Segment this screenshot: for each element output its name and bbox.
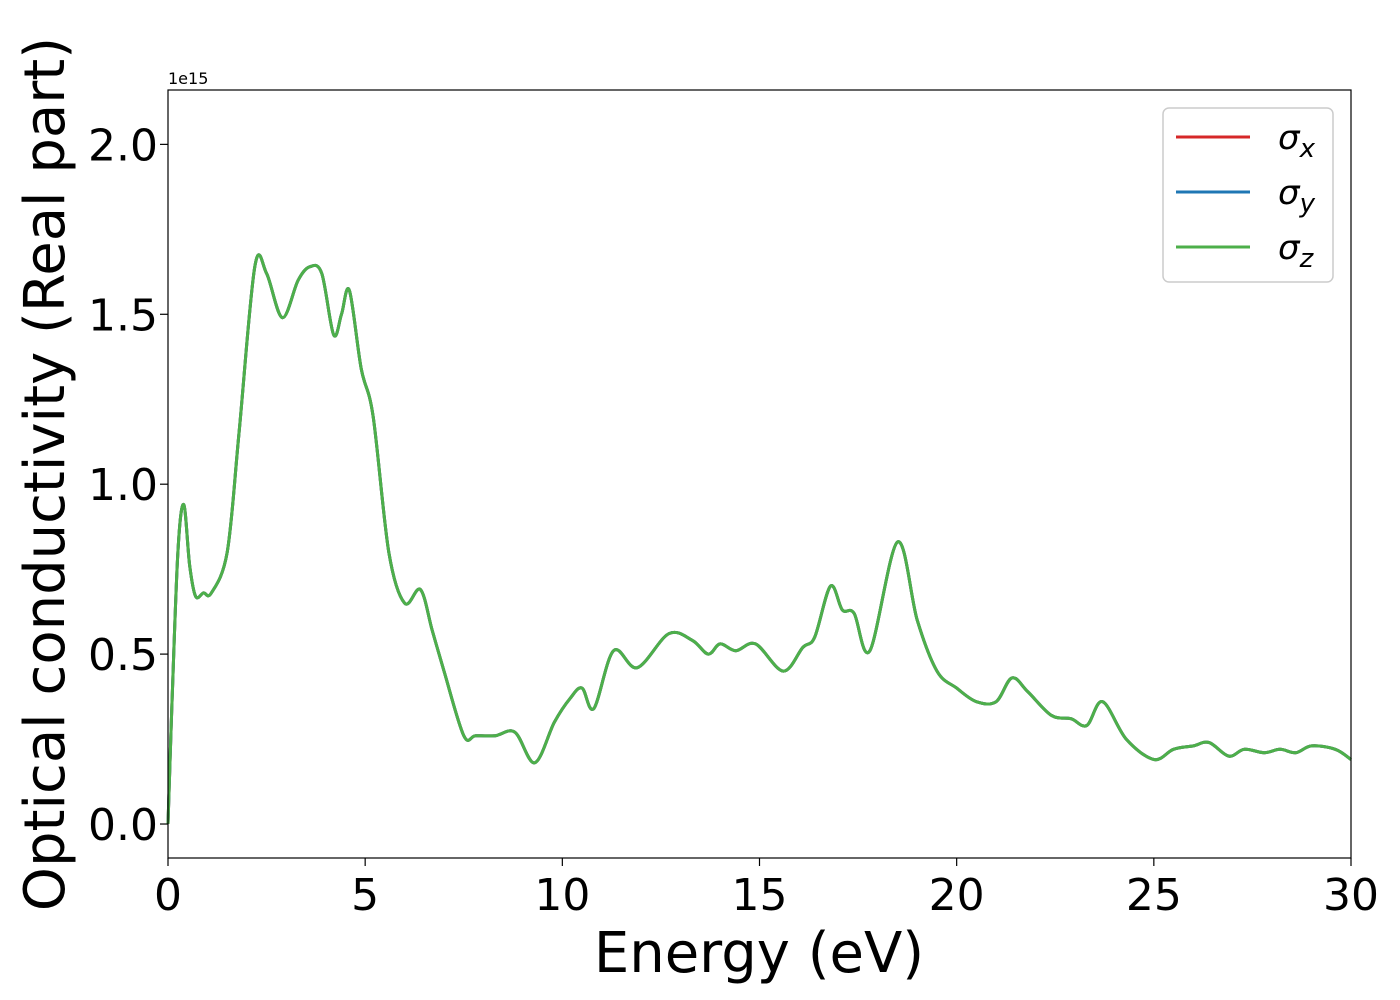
- y-tick-label: 0.0: [88, 800, 158, 851]
- x-tick-label: 30: [1323, 870, 1379, 921]
- x-tick-label: 20: [929, 870, 985, 921]
- legend-label-x: σx: [1278, 118, 1316, 164]
- series-line-z: [166, 253, 1352, 825]
- legend-box: [1162, 107, 1334, 283]
- x-tick-label: 10: [534, 870, 590, 921]
- legend-label-z: σz: [1278, 228, 1315, 274]
- x-tick-label: 5: [351, 870, 379, 921]
- y-axis-ticks: 0.0 0.5 1.0 1.5 2.0: [88, 120, 168, 851]
- y-tick-label: 1.0: [88, 460, 158, 511]
- y-offset-label: 1e15: [168, 69, 208, 88]
- x-tick-label: 25: [1126, 870, 1182, 921]
- y-tick-label: 2.0: [88, 120, 158, 171]
- plot-background: [168, 90, 1351, 858]
- legend-label-y: σy: [1278, 173, 1316, 219]
- x-axis-label: Energy (eV): [594, 921, 924, 986]
- series-layer: [166, 253, 1352, 825]
- y-tick-label: 1.5: [88, 290, 158, 341]
- x-axis-ticks: 0 5 10 15 20 25 30: [154, 858, 1379, 921]
- y-tick-label: 0.5: [88, 630, 158, 681]
- x-tick-label: 0: [154, 870, 182, 921]
- y-axis-label: Optical conductivity (Real part): [13, 37, 78, 911]
- legend: σx σy σz: [1162, 107, 1334, 283]
- x-tick-label: 15: [732, 870, 788, 921]
